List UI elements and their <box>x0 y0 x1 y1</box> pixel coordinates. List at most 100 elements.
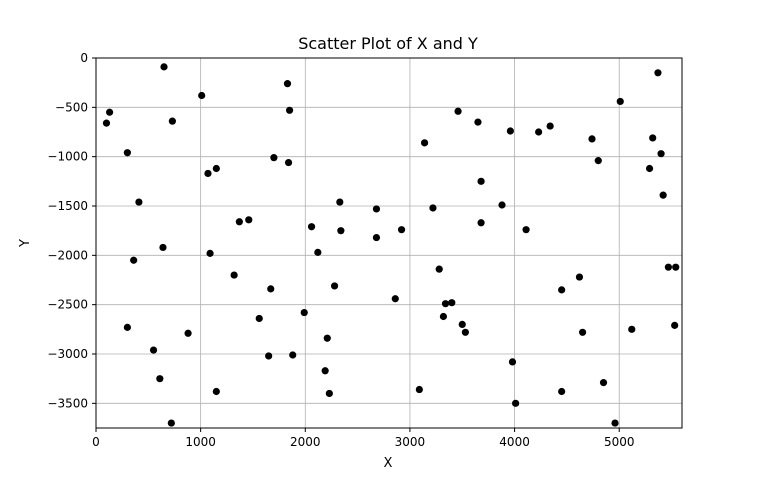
data-point <box>546 122 554 130</box>
data-point <box>512 399 520 407</box>
data-point <box>397 226 406 234</box>
data-point <box>323 334 331 342</box>
data-point <box>184 329 192 337</box>
plot-frame <box>95 57 683 429</box>
data-point <box>265 352 273 360</box>
data-point <box>168 117 176 125</box>
data-point <box>474 118 482 126</box>
y-tick-label: −3000 <box>47 347 88 361</box>
data-point <box>198 91 206 100</box>
data-point <box>321 367 329 375</box>
data-point <box>657 150 665 158</box>
y-tick-label: 0 <box>80 51 88 65</box>
data-point <box>498 201 506 209</box>
data-point <box>270 154 278 162</box>
plot-area: 0 1000 2000 3000 4000 5000 0 −500 −1000 −1500 −200… <box>47 51 683 449</box>
data-point <box>325 389 333 398</box>
y-tick-label: −1000 <box>47 150 88 164</box>
data-point <box>391 295 399 303</box>
data-point <box>307 223 316 231</box>
data-point <box>149 346 158 354</box>
data-point <box>672 263 680 271</box>
data-point <box>575 273 584 281</box>
data-point <box>441 300 450 308</box>
data-point <box>535 128 543 136</box>
data-point <box>654 69 662 77</box>
x-axis-title: X <box>384 456 393 471</box>
y-axis-title: Y <box>18 239 33 248</box>
data-point <box>212 387 220 396</box>
data-point <box>429 204 437 212</box>
data-point <box>267 285 275 293</box>
data-point <box>558 286 566 294</box>
data-point <box>508 358 517 366</box>
data-point <box>477 177 485 185</box>
data-point <box>578 328 587 336</box>
data-point <box>461 328 469 336</box>
data-point <box>594 157 602 165</box>
data-point <box>285 106 294 114</box>
data-point <box>300 308 308 317</box>
data-point <box>420 139 429 147</box>
data-point <box>506 127 514 135</box>
data-point <box>448 299 456 307</box>
y-tick-label: −2500 <box>47 298 88 312</box>
data-point <box>645 164 654 173</box>
data-point <box>123 323 131 331</box>
x-tick-label: 0 <box>92 435 100 449</box>
y-tick-label: −500 <box>55 100 88 114</box>
x-tick-label: 1000 <box>185 435 216 449</box>
data-point <box>336 198 344 206</box>
data-point <box>102 119 111 127</box>
data-point <box>671 321 679 329</box>
chart-title: Scatter Plot of X and Y <box>298 34 478 53</box>
data-point <box>255 314 263 323</box>
data-point <box>628 325 636 333</box>
data-point <box>156 375 164 383</box>
x-tick-label: 5000 <box>604 435 635 449</box>
data-point <box>558 387 566 396</box>
y-tick-label: −3500 <box>47 396 88 410</box>
data-point <box>289 351 297 359</box>
data-point <box>439 312 448 321</box>
data-point <box>477 219 485 227</box>
data-point <box>106 108 114 116</box>
data-point <box>123 149 131 157</box>
data-point <box>458 320 466 328</box>
data-point <box>135 198 143 206</box>
data-point <box>245 216 253 224</box>
data-point <box>649 134 657 142</box>
data-point <box>588 135 596 143</box>
data-point <box>330 282 339 290</box>
data-point <box>204 169 212 178</box>
y-tick-label: −1500 <box>47 199 88 213</box>
data-point <box>314 248 322 256</box>
data-point <box>230 271 238 279</box>
data-point <box>664 263 672 271</box>
data-point <box>435 265 443 273</box>
data-point <box>159 243 167 252</box>
data-point <box>206 249 214 257</box>
data-point <box>372 205 381 213</box>
data-point <box>616 97 624 106</box>
data-point <box>212 164 220 173</box>
x-tick-label: 4000 <box>499 435 530 449</box>
data-point <box>235 218 243 226</box>
data-point <box>160 63 168 71</box>
data-point <box>284 158 293 167</box>
data-point <box>337 227 345 235</box>
data-point <box>522 226 530 234</box>
data-point <box>130 256 138 264</box>
y-tick-label: −2000 <box>47 248 88 262</box>
x-tick-label: 3000 <box>395 435 426 449</box>
data-point <box>599 379 608 387</box>
data-point <box>167 419 175 427</box>
data-point <box>372 233 381 242</box>
data-point <box>454 107 462 115</box>
data-point <box>659 191 667 199</box>
data-point <box>611 419 619 427</box>
data-point <box>283 80 292 88</box>
data-point <box>415 385 423 394</box>
x-tick-label: 2000 <box>290 435 321 449</box>
